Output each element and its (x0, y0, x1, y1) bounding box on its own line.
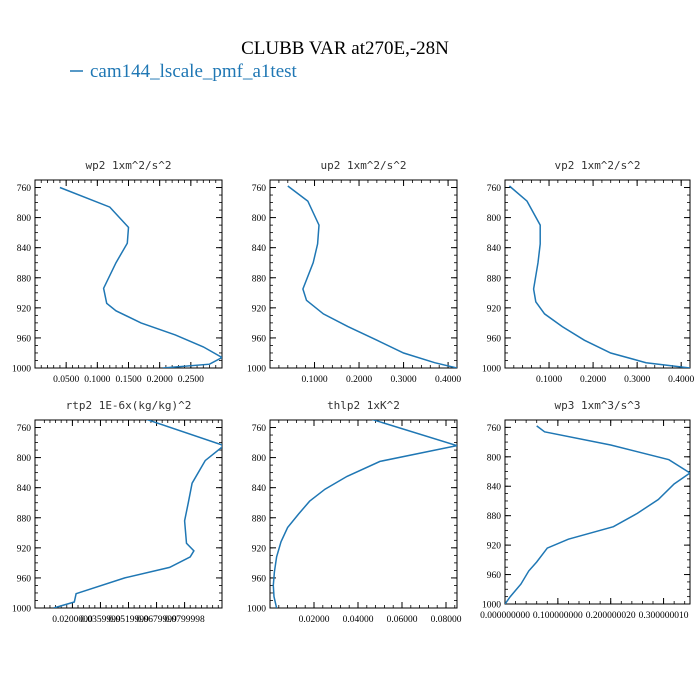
axes-frame (34, 419, 223, 609)
y-tick-label: 920 (487, 542, 502, 552)
axes-frame (34, 179, 223, 369)
y-tick-label: 880 (17, 514, 32, 524)
y-tick-label: 840 (487, 244, 502, 254)
x-tick-label: 0.02000 (299, 615, 330, 625)
y-tick-label: 880 (252, 274, 267, 284)
series-line (508, 185, 690, 368)
y-tick-label: 880 (252, 514, 267, 524)
y-tick-label: 800 (17, 454, 32, 464)
x-tick-label: 0.3000 (391, 375, 417, 385)
axes-frame (504, 419, 691, 605)
y-tick-label: 920 (17, 544, 32, 554)
subplot-title: thlp2 1xK^2 (327, 399, 400, 412)
x-tick-label: 0.1500 (115, 375, 141, 385)
x-tick-label: 0.2000 (346, 375, 372, 385)
y-tick-label: 960 (252, 574, 267, 584)
y-tick-label: 1000 (482, 365, 501, 375)
y-tick-label: 880 (17, 274, 32, 284)
y-tick-label: 760 (487, 184, 502, 194)
y-tick-label: 880 (487, 274, 502, 284)
subplot-title: wp3 1xm^3/s^3 (554, 399, 640, 412)
x-tick-label: 0.0200000 (52, 615, 93, 625)
axes-frame (269, 419, 458, 609)
x-tick-label: 0.300000010 (639, 611, 689, 621)
y-tick-label: 920 (252, 304, 267, 314)
x-tick-label: 0.2000 (147, 375, 173, 385)
series-line (272, 420, 457, 608)
figure-title: CLUBB VAR at270E,-28N (241, 38, 449, 59)
series-line (53, 420, 222, 608)
y-tick-label: 840 (252, 244, 267, 254)
axes-frame (504, 179, 691, 369)
series-line (287, 185, 457, 368)
y-tick-label: 920 (17, 304, 32, 314)
y-tick-label: 1000 (12, 605, 31, 615)
y-tick-label: 800 (252, 454, 267, 464)
series-line (505, 425, 690, 604)
x-tick-label: 0.1000 (84, 375, 110, 385)
x-tick-label: 0.1000 (536, 375, 562, 385)
y-tick-label: 800 (17, 214, 32, 224)
y-tick-label: 760 (17, 184, 32, 194)
y-tick-label: 760 (252, 184, 267, 194)
y-tick-label: 960 (17, 574, 32, 584)
subplot-title: wp2 1xm^2/s^2 (85, 159, 171, 172)
y-tick-label: 800 (487, 214, 502, 224)
y-tick-label: 960 (487, 334, 502, 344)
y-tick-label: 1000 (12, 365, 31, 375)
x-tick-label: 0.06000 (387, 615, 418, 625)
x-tick-label: 0.0679999 (136, 615, 177, 625)
x-tick-label: 0.1000 (301, 375, 327, 385)
y-tick-label: 960 (252, 334, 267, 344)
y-tick-label: 840 (487, 483, 502, 493)
x-tick-label: 0.2000 (580, 375, 606, 385)
y-tick-label: 760 (17, 424, 32, 434)
x-tick-label: 0.000000000 (480, 611, 530, 621)
panels: wp2 1xm^2/s^2 760 800 840 880 920 960 1000 0.050… (12, 159, 695, 625)
subplot-title: up2 1xm^2/s^2 (320, 159, 406, 172)
y-tick-label: 880 (487, 512, 502, 522)
x-tick-label: 0.0799998 (164, 615, 205, 625)
x-tick-label: 0.2500 (178, 375, 204, 385)
x-tick-label: 0.0359999 (80, 615, 121, 625)
y-tick-label: 1000 (247, 365, 266, 375)
x-tick-label: 0.3000 (624, 375, 650, 385)
y-tick-label: 800 (487, 453, 502, 463)
y-tick-label: 960 (17, 334, 32, 344)
x-tick-label: 0.04000 (343, 615, 374, 625)
y-tick-label: 840 (252, 484, 267, 494)
axes-frame (269, 179, 458, 369)
y-tick-label: 920 (487, 304, 502, 314)
legend-label: cam144_lscale_pmf_a1test (90, 61, 298, 82)
subplot-title: rtp2 1E-6x(kg/kg)^2 (66, 399, 192, 412)
x-tick-label: 0.4000 (668, 375, 694, 385)
y-tick-label: 760 (252, 424, 267, 434)
y-tick-label: 840 (17, 484, 32, 494)
x-tick-label: 0.0500 (53, 375, 79, 385)
x-tick-label: 0.0519999 (108, 615, 149, 625)
y-tick-label: 760 (487, 424, 502, 434)
series-line (59, 186, 222, 368)
x-tick-label: 0.4000 (435, 375, 461, 385)
y-tick-label: 840 (17, 244, 32, 254)
subplot-title: vp2 1xm^2/s^2 (554, 159, 640, 172)
y-tick-label: 1000 (247, 605, 266, 615)
x-tick-label: 0.200000020 (586, 611, 636, 621)
y-tick-label: 920 (252, 544, 267, 554)
y-tick-label: 960 (487, 571, 502, 581)
x-tick-label: 0.100000000 (533, 611, 583, 621)
x-tick-label: 0.08000 (431, 615, 462, 625)
y-tick-label: 800 (252, 214, 267, 224)
y-tick-label: 1000 (482, 601, 501, 611)
